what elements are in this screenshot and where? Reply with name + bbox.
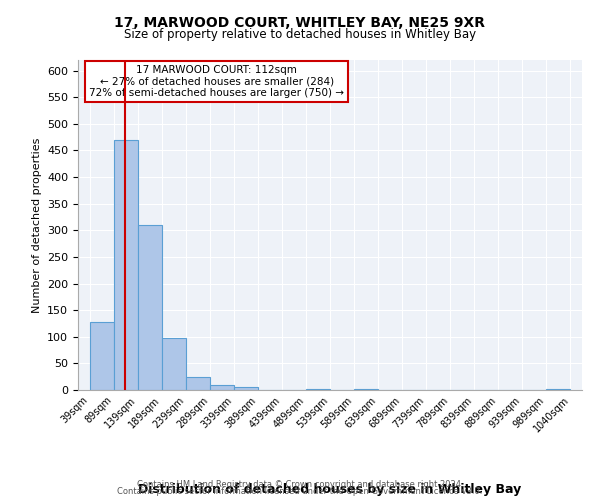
Bar xyxy=(234,388,258,390)
Bar xyxy=(138,225,162,390)
Bar xyxy=(162,338,186,390)
X-axis label: Distribution of detached houses by size in Whitley Bay: Distribution of detached houses by size … xyxy=(139,482,521,496)
Text: Contains HM Land Registry data © Crown copyright and database right 2024.: Contains HM Land Registry data © Crown c… xyxy=(137,480,463,489)
Bar xyxy=(186,376,210,390)
Bar xyxy=(354,389,378,390)
Text: Size of property relative to detached houses in Whitley Bay: Size of property relative to detached ho… xyxy=(124,28,476,41)
Text: 17, MARWOOD COURT, WHITLEY BAY, NE25 9XR: 17, MARWOOD COURT, WHITLEY BAY, NE25 9XR xyxy=(115,16,485,30)
Text: Contains public sector information licensed under the Open Government Licence v3: Contains public sector information licen… xyxy=(118,487,482,496)
Y-axis label: Number of detached properties: Number of detached properties xyxy=(32,138,41,312)
Text: 17 MARWOOD COURT: 112sqm
← 27% of detached houses are smaller (284)
72% of semi-: 17 MARWOOD COURT: 112sqm ← 27% of detach… xyxy=(89,65,344,98)
Bar xyxy=(114,140,138,390)
Bar xyxy=(90,322,114,390)
Bar xyxy=(210,384,234,390)
